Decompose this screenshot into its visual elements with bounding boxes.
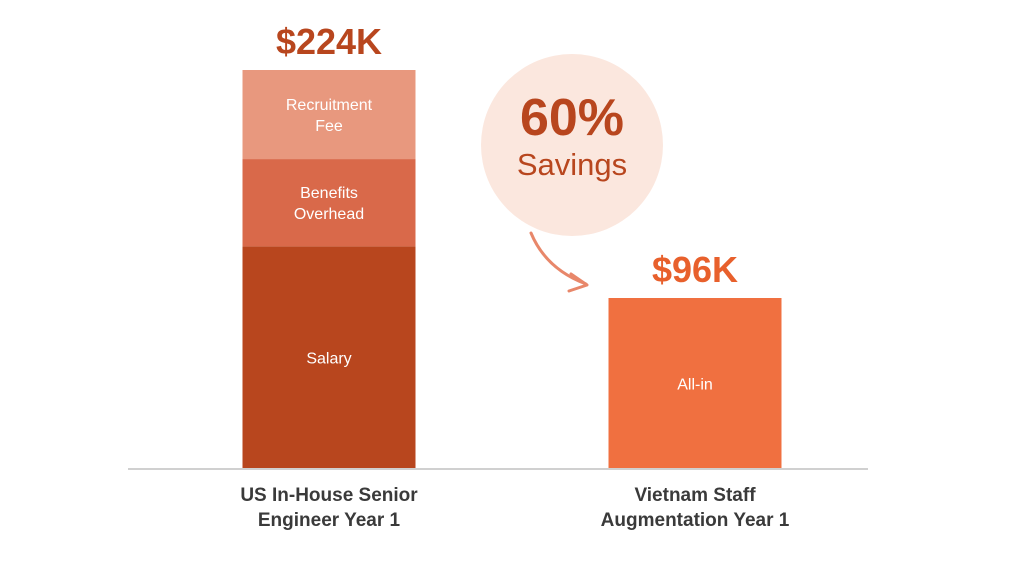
bar-segment: [242, 70, 416, 160]
category-label: Vietnam Staff Augmentation Year 1: [601, 485, 790, 531]
bar-segment: [242, 159, 416, 247]
curved-arrow-head: [567, 272, 589, 293]
bar-segment-label: Benefits Overhead: [294, 185, 364, 223]
category-label: US In-House Senior Engineer Year 1: [240, 485, 418, 531]
bar-total-label: $96K: [652, 249, 738, 290]
bar-segment: [608, 298, 782, 469]
savings-badge-value: 60%: [520, 89, 624, 147]
curved-arrow-icon: [529, 231, 589, 293]
savings-badge-caption: Savings: [517, 147, 627, 182]
bar-total-label: $224K: [276, 21, 382, 62]
bar-segment-label: All-in: [677, 377, 713, 394]
curved-arrow-shaft: [529, 231, 588, 286]
savings-badge-circle: [481, 54, 663, 236]
bar-segment: [242, 246, 416, 469]
bar-segment-label: Salary: [306, 351, 351, 368]
savings-badge: 60% Savings: [481, 54, 663, 236]
bar-segment-label: Recruitment Fee: [286, 97, 373, 135]
bars-layer: [242, 70, 782, 469]
labels-layer: Salary Benefits Overhead Recruitment Fee $224…: [240, 21, 789, 531]
